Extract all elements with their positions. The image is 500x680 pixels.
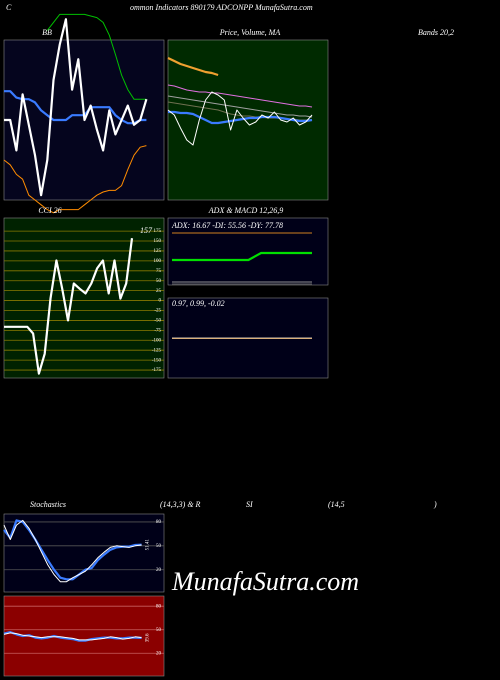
series-line [167, 95, 313, 118]
y-tick-label: 100 [154, 259, 162, 264]
panel [167, 217, 329, 286]
series-line [3, 145, 147, 214]
panel [3, 513, 165, 593]
series-line [3, 519, 142, 583]
watermark: MunafaSutra.com [171, 567, 359, 596]
series-line [4, 238, 134, 375]
y-tick-label: -150 [152, 358, 162, 363]
y-tick-label: -175 [152, 368, 162, 373]
y-tick-label: -50 [154, 319, 161, 324]
series-line [172, 251, 312, 262]
series-line [46, 13, 147, 100]
section-label: Stochastics [30, 500, 66, 509]
panel-title: CCI 26 [38, 206, 61, 215]
panel-annotation: 0.97, 0.99, -0.02 [172, 299, 225, 308]
series-line [3, 632, 142, 641]
panel-title: Price, Volume, MA [219, 28, 281, 37]
section-label: ) [433, 500, 437, 509]
y-tick-label: 175 [154, 229, 162, 234]
y-tick-label: 20 [156, 568, 162, 573]
y-tick-label: 25 [156, 289, 162, 294]
y-tick-label: 0 [159, 299, 162, 304]
y-tick-label: 150 [154, 239, 162, 244]
y-tick-label: 80 [156, 604, 162, 609]
series-line [167, 57, 219, 77]
y-tick-label: 50 [156, 628, 162, 633]
y-tick-label: -100 [152, 338, 162, 343]
value-label: 51.41 [146, 539, 151, 551]
panel [3, 217, 165, 379]
y-tick-label: -25 [154, 309, 161, 314]
series-line [168, 110, 313, 125]
section-label: (14,3,3) & R [160, 500, 201, 509]
y-tick-label: 125 [154, 249, 162, 254]
y-tick-label: 50 [156, 279, 162, 284]
y-tick-label: 50 [156, 544, 162, 549]
series-line [167, 84, 313, 108]
series-line [3, 519, 142, 581]
series-line [4, 18, 148, 197]
y-tick-label: -125 [152, 348, 162, 353]
y-tick-label: -75 [154, 328, 161, 333]
panel-annotation: Bands 20,2 [418, 28, 454, 37]
panel-annotation: ADX: 16.67 -DI: 55.56 -DY: 77.78 [171, 221, 283, 230]
y-tick-label: 75 [156, 269, 162, 274]
series-line [167, 91, 313, 146]
header-letter: C [6, 3, 12, 12]
y-tick-label: 20 [156, 651, 162, 656]
panel-title: BB [42, 28, 52, 37]
section-label: (14,5 [328, 500, 345, 509]
panel-title: ADX & MACD 12,26,9 [208, 206, 283, 215]
series-line [4, 90, 147, 125]
y-tick-label: 80 [156, 520, 162, 525]
value-label: 39.6 [146, 633, 151, 642]
value-label: 157 [140, 226, 153, 235]
header-title: ommon Indicators 890179 ADCONPP MunafaSu… [130, 3, 313, 12]
section-label: SI [246, 500, 253, 509]
